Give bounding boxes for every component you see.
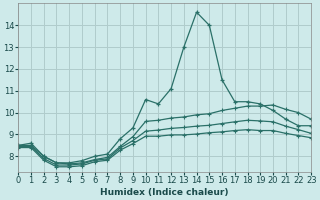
X-axis label: Humidex (Indice chaleur): Humidex (Indice chaleur) bbox=[100, 188, 229, 197]
